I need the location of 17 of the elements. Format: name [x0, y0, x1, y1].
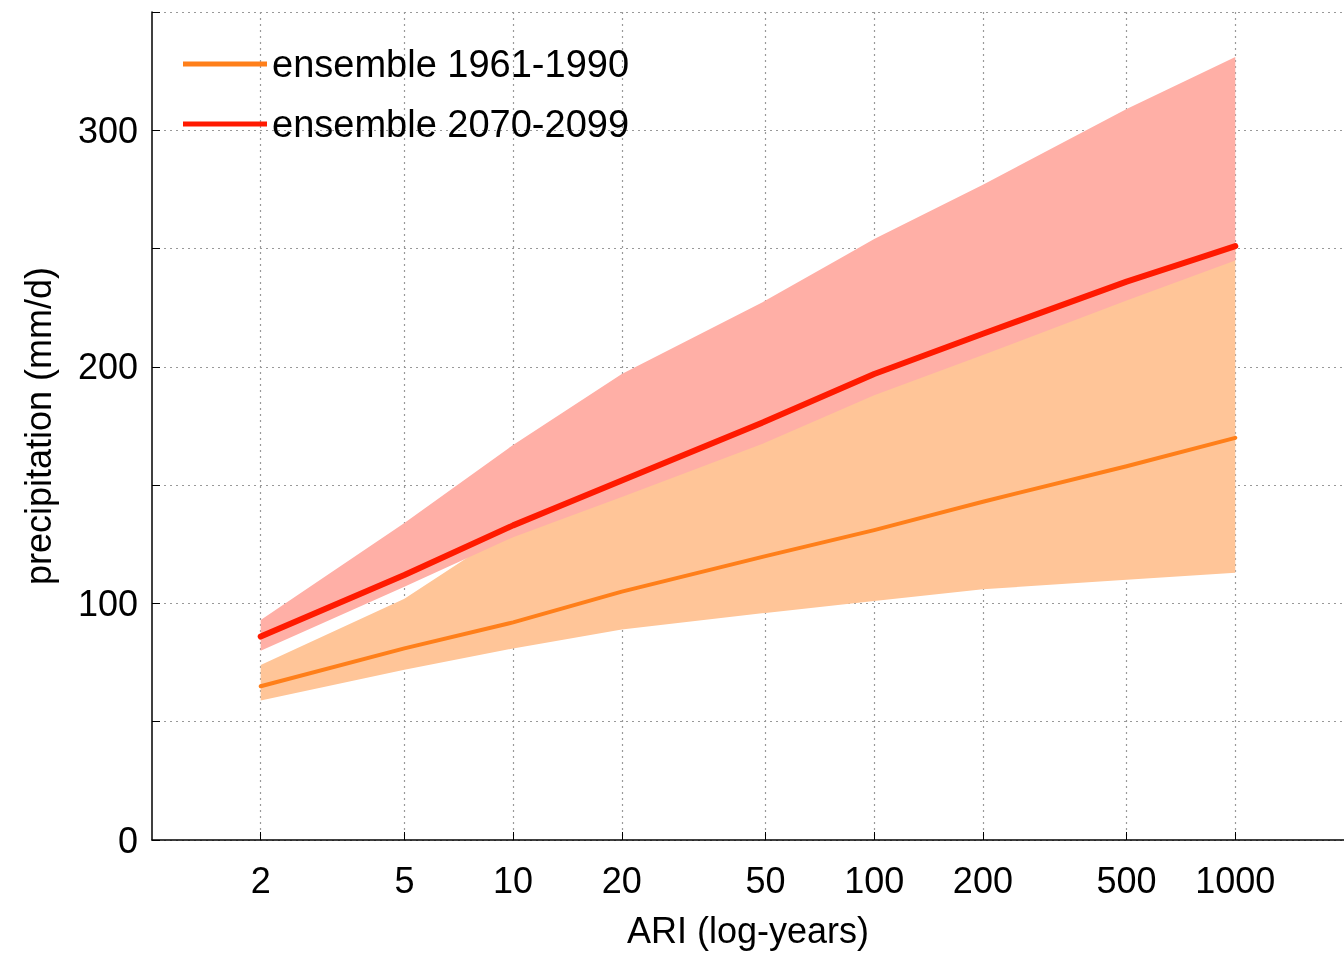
- y-axis-title: precipitation (mm/d): [17, 266, 59, 586]
- x-tick-label: 2: [250, 859, 271, 901]
- x-tick-label: 10: [493, 859, 534, 901]
- x-tick-label: 20: [601, 859, 642, 901]
- y-tick-label: 0: [117, 819, 138, 861]
- x-tick-label: 500: [1096, 859, 1157, 901]
- x-tick-label: 100: [844, 859, 905, 901]
- y-tick-label: 100: [77, 582, 138, 624]
- x-tick-label: 200: [952, 859, 1013, 901]
- x-axis-title: ARI (log-years): [626, 909, 870, 951]
- legend-label: ensemble 2070-2099: [272, 103, 630, 145]
- x-tick-label: 50: [745, 859, 786, 901]
- legend-label: ensemble 1961-1990: [272, 43, 630, 85]
- y-tick-label: 300: [77, 109, 138, 151]
- x-tick-label: 5: [394, 859, 415, 901]
- y-tick-label: 200: [77, 346, 138, 388]
- x-tick-label: 1000: [1195, 859, 1276, 901]
